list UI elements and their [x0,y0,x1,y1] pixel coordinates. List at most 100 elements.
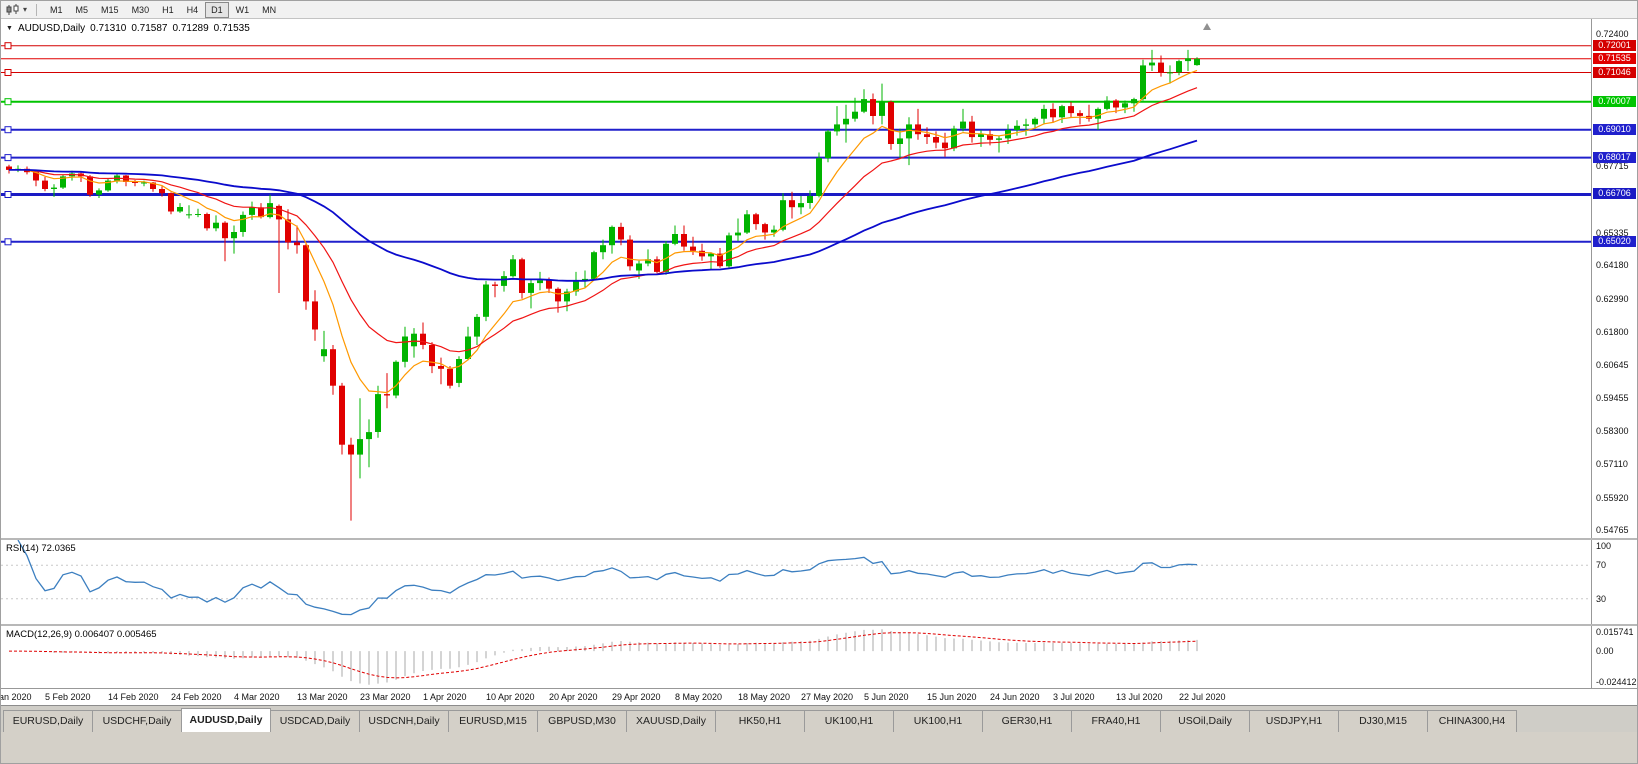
tab-usdcnh-daily[interactable]: USDCNH,Daily [359,710,449,732]
date-tick: 18 May 2020 [738,692,791,702]
candle-body [771,229,777,233]
tab-usdjpy-h1[interactable]: USDJPY,H1 [1249,710,1339,732]
price-chart-canvas [1,23,1593,521]
main-price-chart[interactable]: 0.72400 0.67715 0.65335 0.64180 0.62990 0.618… [1,19,1637,538]
hline-handle-icon[interactable] [4,126,12,134]
timeframe-button-w1[interactable]: W1 [230,2,256,18]
price-axis[interactable]: 0.72400 0.67715 0.65335 0.64180 0.62990 0.618… [1591,19,1637,538]
tab-gbpusd-m30[interactable]: GBPUSD,M30 [537,710,627,732]
candle-body [186,214,192,216]
candle-body [969,121,975,138]
hline-handle-icon[interactable] [4,154,12,162]
hline-handle-icon[interactable] [4,69,12,76]
timeframe-button-h1[interactable]: H1 [156,2,180,18]
candle-body [744,214,750,233]
panel-separator[interactable] [1,538,1637,540]
chart-shift-marker-icon[interactable] [1203,23,1211,30]
timeframe-button-h4[interactable]: H4 [181,2,205,18]
tab-eurusd-daily[interactable]: EURUSD,Daily [3,710,93,732]
hline-handle-icon[interactable] [4,191,12,198]
candle-body [672,234,678,244]
tab-uk100-h1[interactable]: UK100,H1 [804,710,894,732]
candle-body [258,207,264,218]
candle-body [1095,108,1101,119]
candle-body [402,336,408,362]
candle-body [717,253,723,267]
tab-uk100-h1[interactable]: UK100,H1 [893,710,983,732]
macd-panel[interactable]: 0.015741 0.00 -0.024412 MACD(12,26,9) 0.00… [1,626,1637,688]
chart-type-icon[interactable] [5,3,21,16]
tab-xauusd-daily[interactable]: XAUUSD,Daily [626,710,716,732]
tab-china300-h4[interactable]: CHINA300,H4 [1427,710,1517,732]
tab-audusd-daily[interactable]: AUDUSD,Daily [181,708,271,732]
candle-body [195,214,201,215]
candle-body [933,137,939,143]
candle-body [438,366,444,369]
candle-body [150,182,156,189]
candle-body [204,214,210,229]
date-tick: 23 Mar 2020 [360,692,411,702]
ohlc-close: 0.71535 [213,23,250,34]
candle-body [1050,108,1056,118]
candle-body [1077,113,1083,116]
timeframe-buttons: M1 M5 M15 M30 H1 H4 D1 W1 MN [44,1,282,18]
tab-dj30-m15[interactable]: DJ30,M15 [1338,710,1428,732]
tab-eurusd-m15[interactable]: EURUSD,M15 [448,710,538,732]
tab-fra40-h1[interactable]: FRA40,H1 [1071,710,1161,732]
candle-body [888,101,894,144]
candle-body [33,172,39,181]
candle-body [393,361,399,396]
tab-usdcad-daily[interactable]: USDCAD,Daily [270,710,360,732]
candle-body [168,193,174,212]
candle-body [1041,108,1047,119]
date-tick: 22 Jul 2020 [1179,692,1226,702]
candle-body [276,205,282,220]
candle-body [753,214,759,225]
candle-body [267,203,273,218]
candle-body [843,118,849,125]
timeframe-button-m30[interactable]: M30 [126,2,156,18]
candle-body [681,234,687,247]
candle-body [285,219,291,243]
chart-type-dropdown-icon[interactable]: ▾ [23,5,28,14]
collapse-triangle-icon[interactable]: ▼ [6,25,13,32]
hline-handle-icon[interactable] [4,98,12,106]
date-axis[interactable]: 27 Jan 2020 5 Feb 2020 14 Feb 2020 24 Feb 2… [1,688,1637,705]
candle-body [996,138,1002,140]
date-tick: 27 Jan 2020 [0,692,32,702]
date-tick: 27 May 2020 [801,692,854,702]
horizontal-lines [1,42,1593,246]
tab-ger30-h1[interactable]: GER30,H1 [982,710,1072,732]
date-tick: 10 Apr 2020 [486,692,535,702]
candle-body [1068,106,1074,114]
chart-symbol-period: AUDUSD,Daily [17,23,86,34]
tab-usdchf-daily[interactable]: USDCHF,Daily [92,710,182,732]
rsi-tick: 30 [1596,594,1607,604]
candle-body [303,245,309,302]
tab-hk50-h1[interactable]: HK50,H1 [715,710,805,732]
chart-title: ▼ AUDUSD,Daily 0.71310 0.71587 0.71289 0… [6,23,250,34]
candle-body [735,232,741,236]
candle-body [816,158,822,196]
timeframe-button-d1[interactable]: D1 [205,1,229,18]
candle-body [870,99,876,116]
hline-handle-icon[interactable] [4,238,12,246]
candle-body [798,203,804,208]
tab-usoil-daily[interactable]: USOil,Daily [1160,710,1250,732]
ma-slow-line [9,139,1198,282]
date-tick: 29 Apr 2020 [612,692,661,702]
panel-separator[interactable] [1,624,1637,626]
hline-handle-icon[interactable] [4,42,12,50]
timeframe-button-mn[interactable]: MN [256,2,282,18]
candle-body [1194,58,1200,66]
date-tick: 1 Apr 2020 [423,692,467,702]
rsi-panel[interactable]: 100 70 30 RSI(14) 72.0365 [1,540,1637,624]
timeframe-button-m15[interactable]: M15 [95,2,125,18]
candle-body [609,226,615,246]
timeframe-button-m5[interactable]: M5 [70,2,95,18]
candle-body [978,134,984,137]
toolbar-separator [36,3,38,16]
candle-body [1104,100,1110,109]
timeframe-button-m1[interactable]: M1 [44,2,69,18]
candle-body [708,253,714,257]
